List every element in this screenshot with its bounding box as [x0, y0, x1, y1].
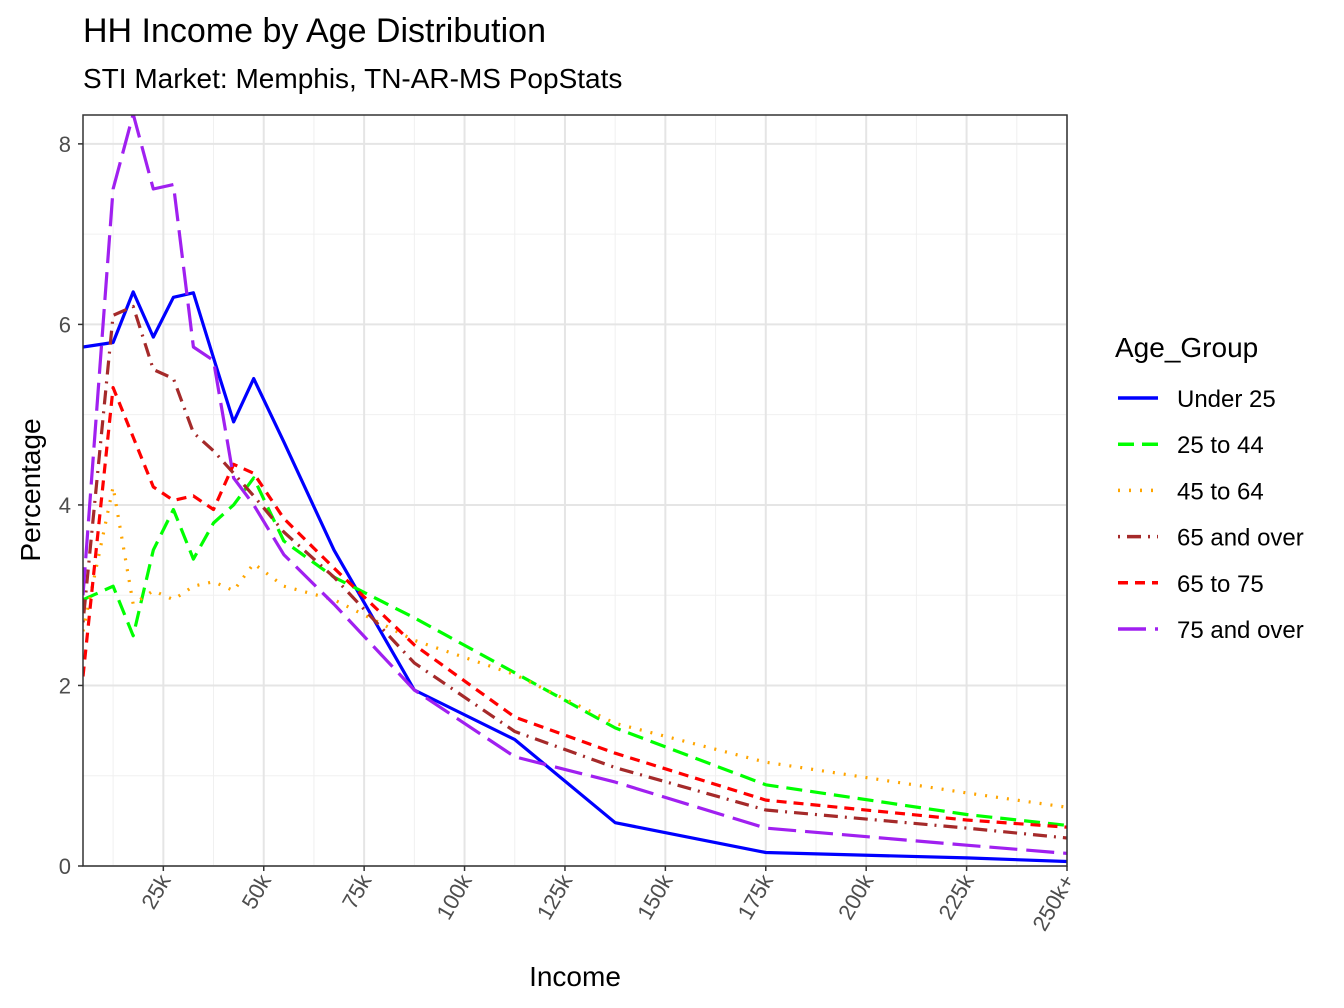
series-line-under-25 — [83, 290, 1067, 864]
axes: 0 2 4 6 8 25k 50k 75k 100k 125k 150k 175k 200k 225k 25… — [59, 132, 1080, 935]
y-tick-label: 0 — [59, 854, 71, 879]
x-tick-label: 200k — [833, 869, 879, 924]
x-axis-label: Income — [529, 961, 621, 992]
x-tick-label: 25k — [136, 869, 176, 913]
x-tick-label: 75k — [337, 869, 377, 913]
x-tick-label: 225k — [933, 869, 979, 924]
legend-title: Age_Group — [1115, 332, 1258, 363]
legend-label: Under 25 — [1177, 386, 1276, 413]
legend-label: 65 and over — [1177, 525, 1304, 552]
x-tick-label: 100k — [431, 869, 477, 924]
x-tick-label: 175k — [733, 869, 779, 924]
chart-title: HH Income by Age Distribution — [83, 12, 546, 50]
y-tick-label: 6 — [59, 312, 71, 337]
series-line-45-to-64 — [83, 485, 1067, 809]
plot-border — [82, 114, 1068, 867]
series-line-75-and-over — [83, 115, 1067, 855]
x-tick-label: 150k — [632, 869, 678, 924]
x-tick-label: 125k — [532, 869, 578, 924]
series-line-65-to-75 — [83, 386, 1067, 829]
y-tick-label: 2 — [59, 673, 71, 698]
legend-label: 65 to 75 — [1177, 571, 1264, 598]
series-line-65-and-over — [83, 304, 1067, 840]
x-tick-label: 250k+ — [1027, 870, 1079, 935]
x-tick-label: 50k — [237, 869, 277, 913]
y-tick-label: 8 — [59, 132, 71, 157]
series-lines — [83, 115, 1067, 864]
legend-label: 45 to 64 — [1177, 478, 1264, 505]
series-line-25-to-44 — [83, 476, 1067, 827]
grid — [83, 115, 1068, 867]
y-tick-label: 4 — [59, 493, 71, 518]
legend: Age_Group Under 25 25 to 44 45 to 64 65 and… — [1115, 332, 1304, 644]
y-axis-label: Percentage — [15, 418, 46, 561]
legend-label: 75 and over — [1177, 617, 1304, 644]
chart-subtitle: STI Market: Memphis, TN-AR-MS PopStats — [83, 63, 623, 94]
legend-label: 25 to 44 — [1177, 432, 1264, 459]
